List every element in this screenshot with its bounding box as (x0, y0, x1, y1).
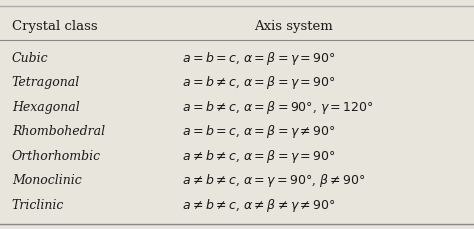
Text: Hexagonal: Hexagonal (12, 101, 80, 114)
Text: $\mathbf{\mathit{a}} = \mathbf{\mathit{b}} = \mathbf{\mathit{c}}$, $\alpha = \be: $\mathbf{\mathit{a}} = \mathbf{\mathit{b… (182, 123, 336, 140)
Text: $\mathbf{\mathit{a}} = \mathbf{\mathit{b}} \neq \mathbf{\mathit{c}}$, $\alpha = : $\mathbf{\mathit{a}} = \mathbf{\mathit{b… (182, 74, 336, 91)
Text: Triclinic: Triclinic (12, 199, 64, 212)
Text: Rhombohedral: Rhombohedral (12, 125, 105, 138)
Text: $\mathbf{\mathit{a}} \neq \mathbf{\mathit{b}} \neq \mathbf{\mathit{c}}$, $\alpha: $\mathbf{\mathit{a}} \neq \mathbf{\mathi… (182, 172, 366, 189)
Text: Tetragonal: Tetragonal (12, 76, 80, 89)
Text: Axis system: Axis system (255, 20, 333, 33)
Text: $\mathbf{\mathit{a}} = \mathbf{\mathit{b}} \neq \mathbf{\mathit{c}}$, $\alpha = : $\mathbf{\mathit{a}} = \mathbf{\mathit{b… (182, 99, 374, 116)
Text: Cubic: Cubic (12, 52, 48, 65)
Text: $\mathbf{\mathit{a}} \neq \mathbf{\mathit{b}} \neq \mathbf{\mathit{c}}$, $\alpha: $\mathbf{\mathit{a}} \neq \mathbf{\mathi… (182, 197, 336, 214)
Text: $\mathbf{\mathit{a}} \neq \mathbf{\mathit{b}} \neq \mathbf{\mathit{c}}$, $\alpha: $\mathbf{\mathit{a}} \neq \mathbf{\mathi… (182, 148, 336, 165)
Text: Monoclinic: Monoclinic (12, 174, 82, 187)
Text: $\mathbf{\mathit{a}} = \mathbf{\mathit{b}} = \mathbf{\mathit{c}}$, $\alpha = \be: $\mathbf{\mathit{a}} = \mathbf{\mathit{b… (182, 50, 336, 67)
Text: Crystal class: Crystal class (12, 20, 98, 33)
Text: Orthorhombic: Orthorhombic (12, 150, 101, 163)
